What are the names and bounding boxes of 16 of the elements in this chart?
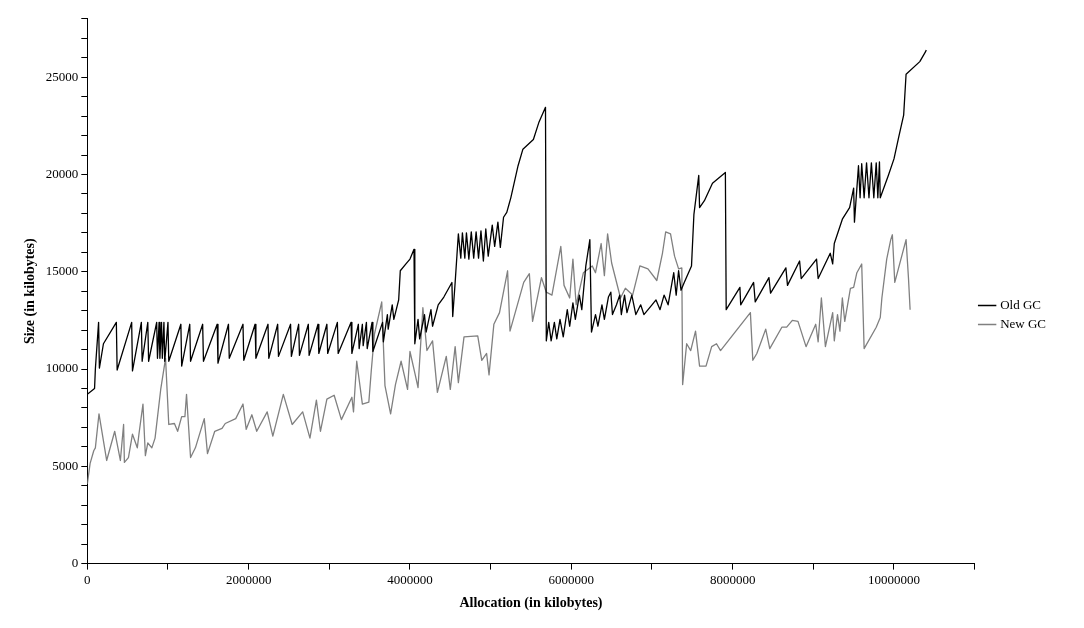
y-tick-label: 10000 [45,360,79,376]
legend-label: New GC [1000,315,1046,331]
y-axis-title: Size (in kilobytes) [22,237,39,345]
y-tick-label: 15000 [45,263,79,279]
y-tick-label: 0 [71,555,79,571]
x-tick-label: 2000000 [225,571,272,587]
x-axis-title: Allocation (in kilobytes) [459,595,603,612]
x-tick-label: 4000000 [387,571,433,587]
y-tick-label: 5000 [52,457,79,473]
x-tick-label: 8000000 [709,571,756,587]
y-tick-label: 20000 [45,165,79,181]
legend-label: Old GC [1000,296,1041,312]
x-tick-label: 6000000 [548,571,595,587]
y-tick-label: 25000 [45,68,79,84]
x-tick-label: 0 [84,571,91,587]
x-tick-label: 10000000 [867,571,920,587]
